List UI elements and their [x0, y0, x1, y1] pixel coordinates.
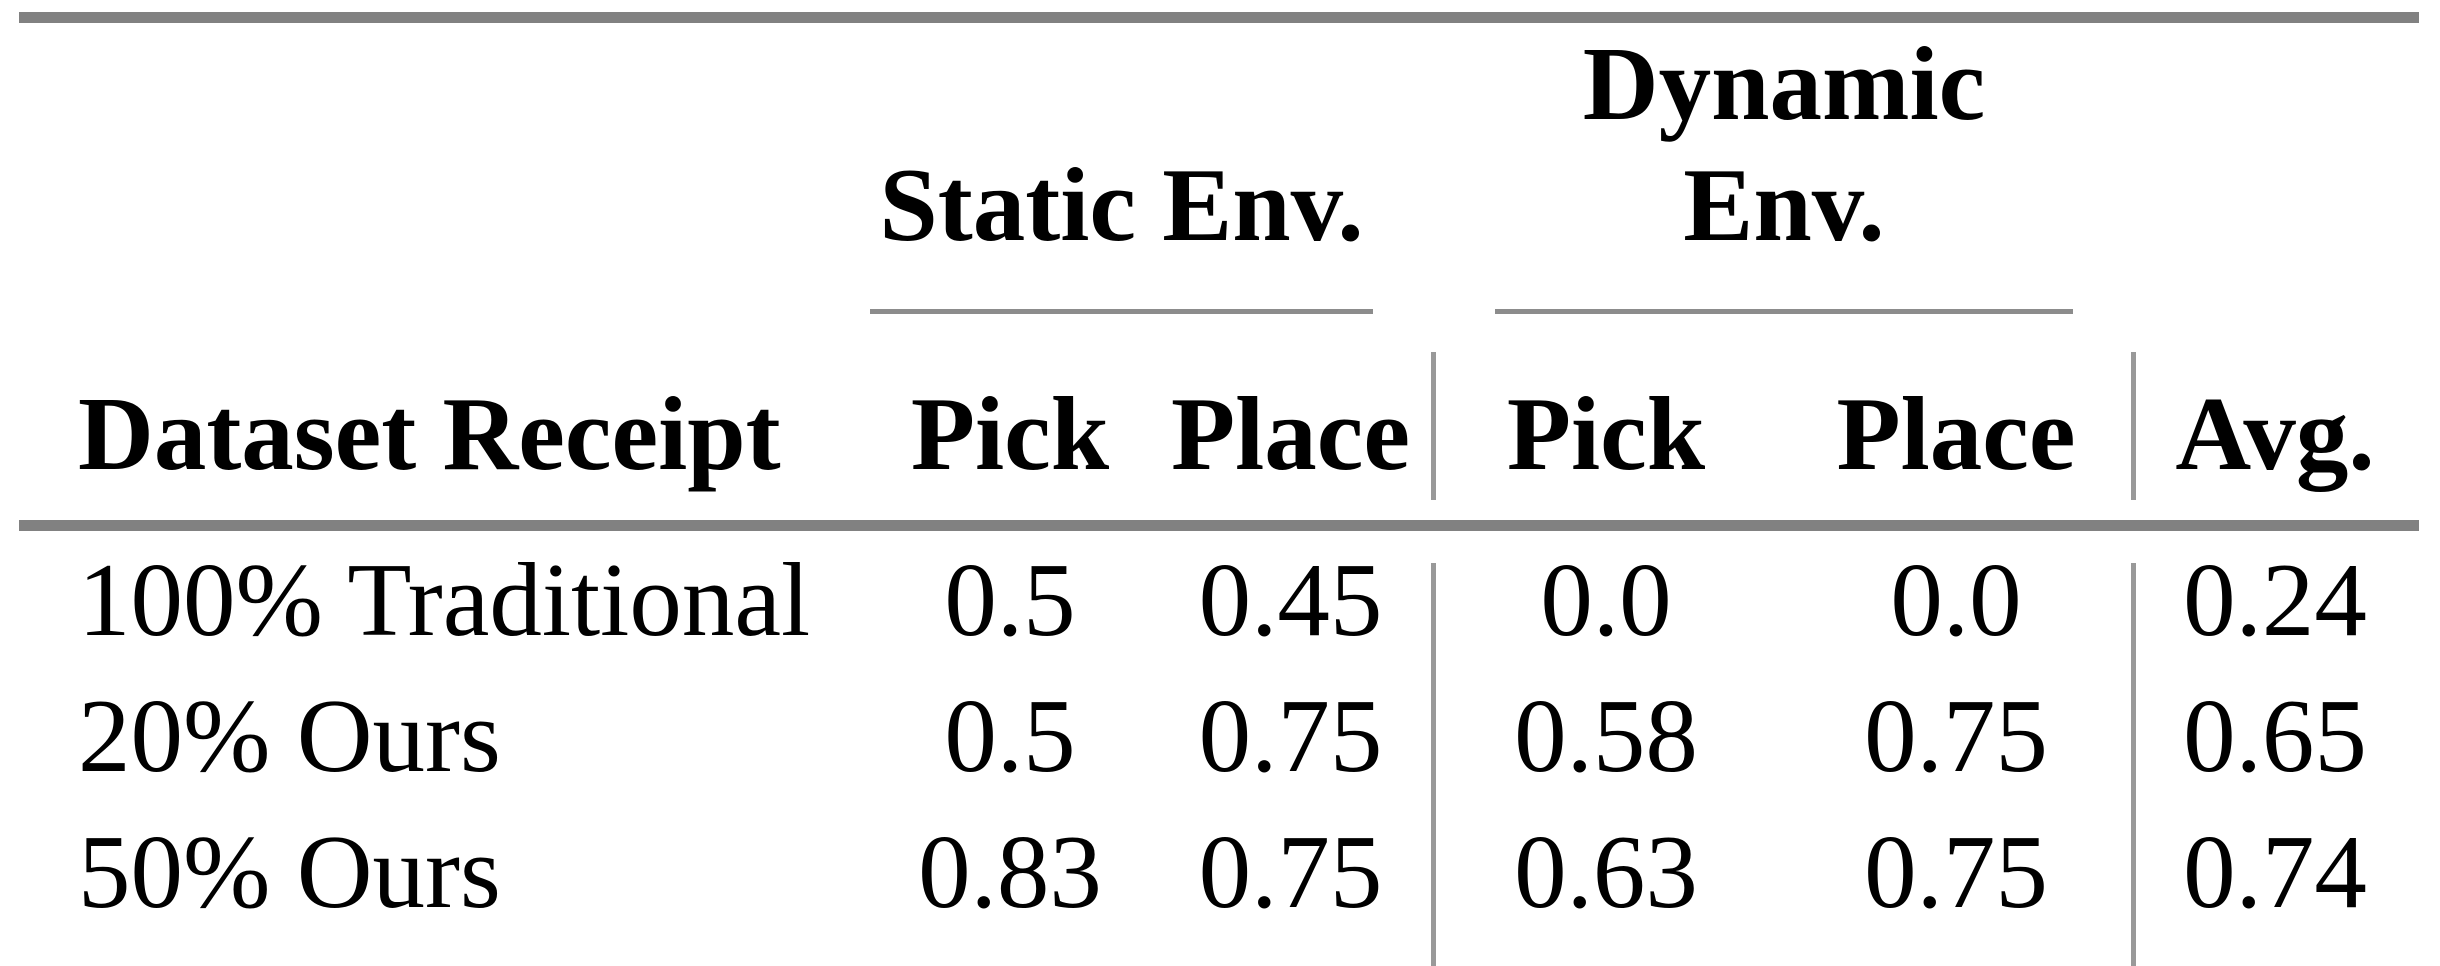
cell-dynamic-place: 0.75	[1864, 676, 2048, 794]
dynamic-env-label: Dynamic Env.	[1582, 25, 1986, 263]
dynamic-env-cmidrule: Dynamic Env.	[1495, 23, 2073, 314]
group-static-env: Static Env.	[870, 23, 1431, 314]
row-label: 20% Ours	[78, 676, 501, 794]
cell-static-pick: 0.5	[944, 676, 1076, 794]
column-header-row: Dataset Receipt Pick Place Pick Place Av…	[19, 314, 2419, 520]
cell-dynamic-place: 0.0	[1890, 540, 2022, 658]
top-rule-bar	[19, 12, 2419, 23]
header-rule-bar	[19, 520, 2419, 531]
cell-avg: 0.89	[2131, 939, 2419, 966]
group-header-spacer	[2131, 23, 2419, 314]
col-header-dynamic-place: Place	[1836, 375, 2076, 492]
header-rule	[19, 520, 2419, 531]
cell-avg: 0.74	[2131, 803, 2419, 939]
cell-static-place: 0.75	[1198, 676, 1383, 794]
results-table: Static Env. Dynamic Env. Dataset Receipt…	[19, 12, 2419, 966]
table-row-50-ours: 50% Ours 0.83 0.75 0.63 0.75 0.74	[19, 803, 2419, 939]
group-header-spacer	[19, 23, 870, 314]
row-label: 100% Traditional	[78, 540, 811, 658]
cell-static-place: 0.75	[1198, 812, 1383, 930]
group-header-row: Static Env. Dynamic Env.	[19, 23, 2419, 314]
cell-static-pick: 0.5	[944, 540, 1076, 658]
col-header-dataset-receipt: Dataset Receipt	[78, 375, 781, 492]
table-row-100-traditional: 100% Traditional 0.5 0.45 0.0 0.0 0.24	[19, 531, 2419, 667]
cell-dynamic-pick: 0.63	[1431, 803, 1781, 939]
table-row-100-ours: 100% Ours 0.9 0.875 0.83 0.94 0.89	[19, 939, 2419, 966]
top-rule	[19, 12, 2419, 23]
cell-dynamic-place: 0.75	[1864, 812, 2048, 930]
col-header-dynamic-pick: Pick	[1431, 314, 1781, 520]
row-label: 100% Ours	[19, 939, 870, 966]
group-dynamic-env: Dynamic Env.	[1431, 23, 2131, 314]
cell-dynamic-place: 0.94	[1781, 939, 2131, 966]
cell-dynamic-pick: 0.83	[1431, 939, 1781, 966]
cell-static-place: 0.875	[1150, 939, 1431, 966]
cell-dynamic-pick: 0.0	[1431, 531, 1781, 667]
cell-static-place: 0.45	[1198, 540, 1383, 658]
row-label: 50% Ours	[78, 812, 501, 930]
cell-static-pick: 0.83	[918, 812, 1102, 930]
table-row-20-ours: 20% Ours 0.5 0.75 0.58 0.75 0.65	[19, 667, 2419, 803]
cell-dynamic-pick: 0.58	[1431, 667, 1781, 803]
cell-avg: 0.24	[2131, 531, 2419, 667]
cell-avg: 0.65	[2131, 667, 2419, 803]
col-header-avg: Avg.	[2131, 314, 2419, 520]
static-env-cmidrule: Static Env.	[870, 144, 1373, 314]
col-header-static-place: Place	[1170, 375, 1411, 492]
cell-static-pick: 0.9	[870, 939, 1150, 966]
static-env-label: Static Env.	[879, 146, 1364, 263]
col-header-static-pick: Pick	[910, 375, 1110, 492]
